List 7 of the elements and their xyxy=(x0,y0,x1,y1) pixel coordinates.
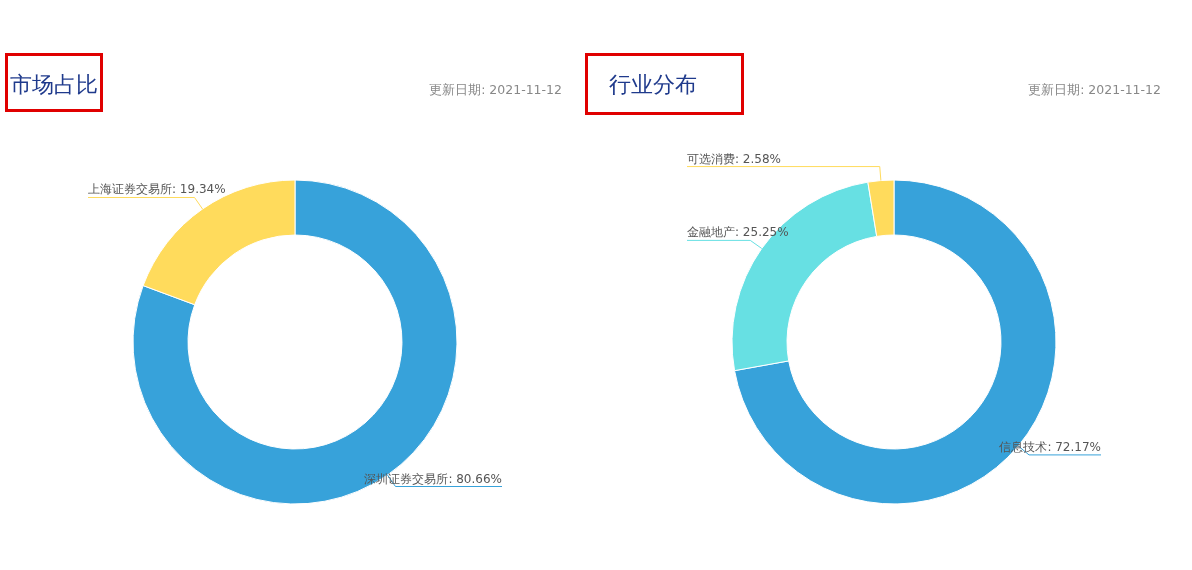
donut-slice xyxy=(734,179,1057,505)
chart-title: 市场占比 xyxy=(10,71,98,99)
slice-label: 可选消费: 2.58% xyxy=(687,151,781,166)
slice-label: 上海证券交易所: 19.34% xyxy=(88,182,226,197)
chart-subtitle: 更新日期: 2021-11-12 xyxy=(1027,81,1161,99)
chart-subtitle: 更新日期: 2021-11-12 xyxy=(428,81,562,99)
chart-title: 行业分布 xyxy=(609,71,697,99)
